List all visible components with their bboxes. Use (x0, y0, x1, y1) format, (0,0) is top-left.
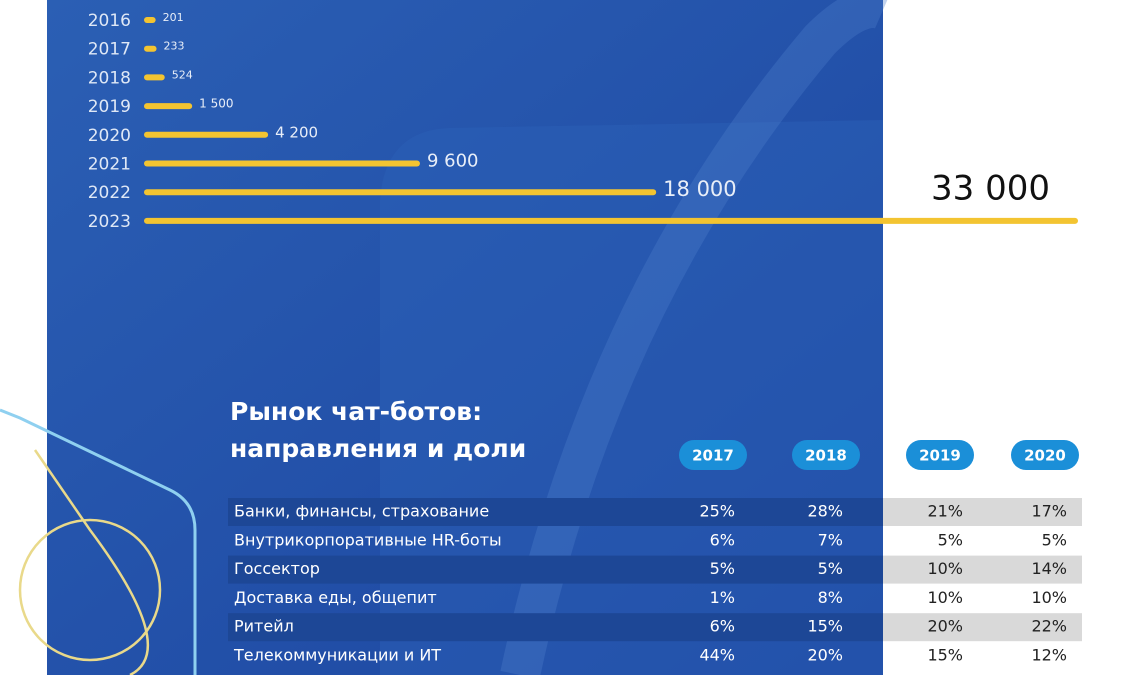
cell: 10% (927, 588, 963, 607)
cell: 20% (807, 646, 843, 665)
bar-chart: 2016 201 2017 233 2018 524 2019 1 500 2020 4 200 2… (88, 11, 1078, 232)
column-pill (792, 440, 860, 470)
row-label: Банки, финансы, страхование (234, 502, 489, 521)
cell: 17% (1031, 502, 1067, 521)
row-band (228, 498, 883, 526)
column-pill (679, 440, 747, 470)
value-label: 201 (163, 11, 184, 24)
y-tick-label: 2018 (88, 68, 131, 88)
value-label: 524 (172, 68, 193, 81)
value-label: 233 (164, 40, 185, 53)
cell: 6% (710, 530, 735, 549)
decor-line (0, 408, 197, 675)
cell: 20% (927, 617, 963, 636)
table-title: Рынок чат-ботов: (230, 397, 482, 426)
cell: 28% (807, 502, 843, 521)
y-tick-label: 2020 (88, 126, 131, 146)
column-header: 2019 (919, 447, 961, 465)
cell: 15% (807, 617, 843, 636)
row-label: Госсектор (234, 559, 320, 578)
value-label: 1 500 (199, 97, 233, 111)
cell: 12% (1031, 646, 1067, 665)
decor-circle (18, 518, 162, 662)
row-label: Внутрикорпоративные HR-боты (234, 530, 502, 549)
row-band (883, 613, 1082, 642)
column-header: 2018 (805, 447, 847, 465)
cell: 22% (1031, 617, 1067, 636)
cell: 10% (1031, 588, 1067, 607)
column-header: 2020 (1024, 447, 1066, 465)
decor-line (33, 449, 150, 675)
column-pill (1011, 440, 1079, 470)
cell: 1% (710, 588, 735, 607)
y-tick-label: 2022 (88, 183, 131, 203)
column-pill (906, 440, 974, 470)
y-tick-label: 2021 (88, 155, 131, 175)
cell: 15% (927, 646, 963, 665)
y-tick-label: 2023 (88, 212, 131, 232)
cell: 5% (938, 530, 963, 549)
y-tick-label: 2016 (88, 11, 131, 31)
cell: 6% (710, 617, 735, 636)
table-title: направления и доли (230, 434, 526, 463)
decor-shape (380, 120, 883, 675)
cell: 5% (1042, 530, 1067, 549)
value-label: 4 200 (275, 123, 318, 141)
cell: 44% (699, 646, 735, 665)
column-header: 2017 (692, 447, 734, 465)
cell: 7% (818, 530, 843, 549)
share-table: Рынок чат-ботов: направления и доли 2017 20… (228, 397, 1082, 665)
cell: 8% (818, 588, 843, 607)
cell: 10% (927, 559, 963, 578)
row-band (228, 555, 883, 584)
row-label: Телекоммуникации и ИТ (233, 646, 441, 665)
row-band (883, 555, 1082, 584)
cell: 21% (927, 502, 963, 521)
cell: 25% (699, 502, 735, 521)
cell: 14% (1031, 559, 1067, 578)
y-tick-label: 2017 (88, 40, 131, 60)
value-label: 33 000 (931, 168, 1050, 208)
row-band (883, 498, 1082, 526)
row-band (228, 613, 883, 642)
value-label: 9 600 (427, 151, 479, 172)
cell: 5% (818, 559, 843, 578)
y-tick-label: 2019 (88, 97, 131, 117)
cell: 5% (710, 559, 735, 578)
row-label: Доставка еды, общепит (234, 588, 437, 607)
row-label: Ритейл (234, 617, 294, 636)
value-label: 18 000 (663, 177, 736, 201)
